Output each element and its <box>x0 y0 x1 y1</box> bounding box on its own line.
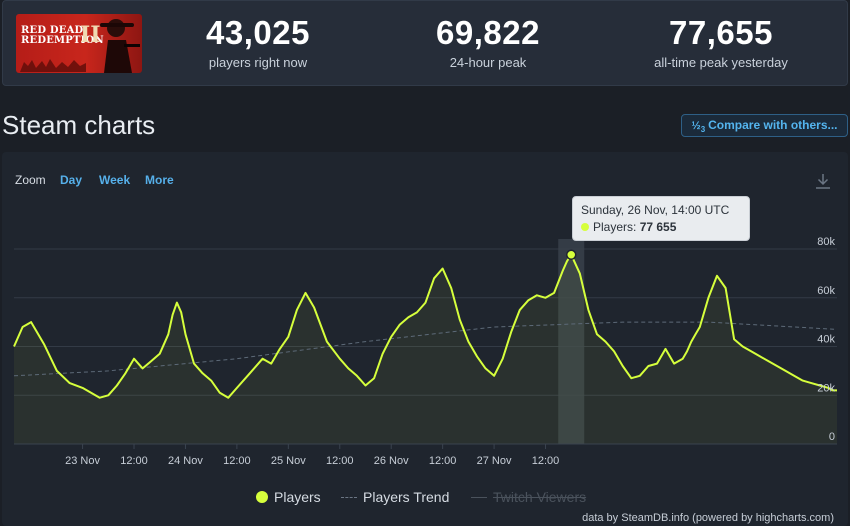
x-tick-label: 23 Nov <box>65 455 100 467</box>
x-tick-label: 27 Nov <box>477 455 512 467</box>
stat-24h-peak: 69,822 24-hour peak <box>388 14 588 71</box>
chart-tooltip: Sunday, 26 Nov, 14:00 UTC Players: 77 65… <box>572 196 750 241</box>
x-tick-label: 12:00 <box>429 455 457 467</box>
chart-legend: Players Players Trend Twitch Viewers <box>2 489 848 509</box>
x-tick-label: 24 Nov <box>168 455 203 467</box>
highlight-point <box>565 249 577 260</box>
zoom-day-button[interactable]: Day <box>60 173 83 187</box>
legend-twitch-viewers[interactable]: Twitch Viewers <box>471 489 586 505</box>
legend-players-dot <box>256 491 268 503</box>
chart-credits[interactable]: data by SteamDB.info (powered by highcha… <box>582 512 834 524</box>
x-tick-label: 12:00 <box>120 455 148 467</box>
players-area <box>14 254 837 444</box>
x-tick-label: 12:00 <box>223 455 251 467</box>
compare-icon: ½3 <box>691 120 706 135</box>
stat-players-now: 43,025 players right now <box>158 14 358 71</box>
tooltip-value: 77 655 <box>639 220 677 234</box>
legend-trend-dash <box>341 497 357 498</box>
compare-button[interactable]: ½3 Compare with others... <box>681 114 848 137</box>
stats-header: RED DEAD REDEMPTION II 43,025 players ri… <box>2 0 848 86</box>
riders-silhouette-icon <box>20 59 86 72</box>
game-logo[interactable]: RED DEAD REDEMPTION II <box>16 14 142 73</box>
peak-24h-value: 69,822 <box>436 14 540 51</box>
peak-24h-label: 24-hour peak <box>449 55 527 70</box>
x-tick-label: 12:00 <box>532 455 560 467</box>
logo-numeral: II <box>80 22 101 48</box>
tooltip-series-dot <box>581 223 589 231</box>
y-tick-label: 60k <box>817 285 835 297</box>
players-now-label: players right now <box>208 55 308 70</box>
all-time-peak-label: all-time peak yesterday <box>654 55 788 70</box>
y-tick-label: 20k <box>817 382 835 394</box>
y-tick-label: 0 <box>829 431 835 443</box>
zoom-more-button[interactable]: More <box>145 173 174 187</box>
tooltip-row: Players: 77 655 <box>581 219 749 236</box>
zoom-week-button[interactable]: Week <box>99 173 131 187</box>
x-tick-label: 25 Nov <box>271 455 306 467</box>
legend-players[interactable]: Players <box>256 489 321 505</box>
zoom-label: Zoom <box>15 173 46 187</box>
x-tick-label: 12:00 <box>326 455 354 467</box>
legend-players-trend[interactable]: Players Trend <box>341 489 449 505</box>
cowboy-figure-icon <box>100 19 140 73</box>
players-now-value: 43,025 <box>206 14 310 51</box>
y-tick-label: 80k <box>817 236 835 248</box>
legend-twitch-line <box>471 497 487 498</box>
tooltip-series-label: Players: <box>593 220 637 234</box>
tooltip-date: Sunday, 26 Nov, 14:00 UTC <box>581 203 730 217</box>
players-trend-line <box>13 321 838 377</box>
chart-card: 0 20k 40k 60k 80k 23 Nov 12:00 24 Nov 12:00 25 No… <box>2 152 848 526</box>
players-chart[interactable]: 0 20k 40k 60k 80k 23 Nov 12:00 24 Nov 12:00 25 No… <box>2 152 848 526</box>
section-title: Steam charts <box>2 110 156 140</box>
y-tick-label: 40k <box>817 334 835 346</box>
players-line <box>13 253 837 399</box>
logo-wordmark: RED DEAD REDEMPTION <box>21 25 104 46</box>
stat-all-time-peak: 77,655 all-time peak yesterday <box>621 14 821 71</box>
all-time-peak-value: 77,655 <box>669 14 773 51</box>
download-icon[interactable] <box>814 172 832 190</box>
x-tick-label: 26 Nov <box>374 455 409 467</box>
compare-button-label: Compare with others... <box>708 118 838 132</box>
